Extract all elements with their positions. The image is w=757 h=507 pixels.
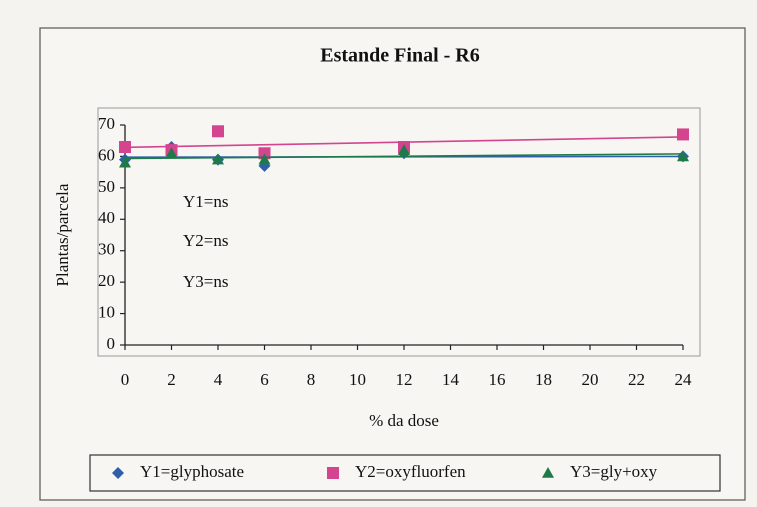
data-point (212, 153, 224, 165)
data-point (258, 147, 271, 160)
y-axis-label: Plantas/parcela (53, 183, 72, 286)
x-tick-label: 12 (396, 370, 413, 389)
data-point (398, 144, 410, 155)
annotation: Y1=ns (183, 192, 228, 211)
annotation: Y2=ns (183, 231, 228, 250)
y-tick-label: 0 (107, 334, 116, 353)
x-tick-label: 18 (535, 370, 552, 389)
data-point (165, 147, 178, 159)
x-tick-label: 0 (121, 370, 130, 389)
y-tick-label: 10 (98, 302, 115, 321)
annotation: Y3=ns (183, 272, 228, 291)
data-point (119, 141, 131, 153)
legend-label: Y3=gly+oxy (570, 462, 658, 481)
legend-label: Y1=glyphosate (140, 462, 244, 481)
legend-box (89, 454, 721, 492)
x-tick-label: 22 (628, 370, 645, 389)
x-tick-label: 4 (214, 370, 223, 389)
x-tick-label: 8 (307, 370, 316, 389)
chart-frame (39, 27, 746, 501)
x-tick-label: 14 (442, 370, 460, 389)
y-tick-label: 60 (98, 145, 115, 164)
y-tick-label: 40 (98, 208, 115, 227)
plot-frame (97, 107, 701, 357)
data-point (677, 150, 689, 162)
legend-marker (542, 467, 554, 478)
x-tick-label: 10 (349, 370, 366, 389)
data-point (212, 125, 224, 138)
x-tick-label: 20 (582, 370, 599, 389)
x-tick-label: 24 (675, 370, 693, 389)
x-tick-label: 6 (260, 370, 269, 389)
legend-marker (112, 467, 124, 479)
y-tick-label: 50 (98, 177, 115, 196)
y-tick-label: 70 (98, 114, 115, 133)
data-point (119, 156, 131, 168)
legend-label: Y2=oxyfluorfen (355, 462, 466, 481)
x-axis-label: % da dose (369, 411, 439, 430)
x-tick-label: 2 (167, 370, 176, 389)
data-point (677, 128, 689, 141)
legend-marker (327, 467, 339, 479)
data-point (258, 153, 271, 165)
y-tick-label: 30 (98, 240, 115, 259)
chart-title: Estande Final - R6 (320, 45, 479, 67)
x-tick-label: 16 (489, 370, 506, 389)
y-tick-label: 20 (98, 271, 115, 290)
